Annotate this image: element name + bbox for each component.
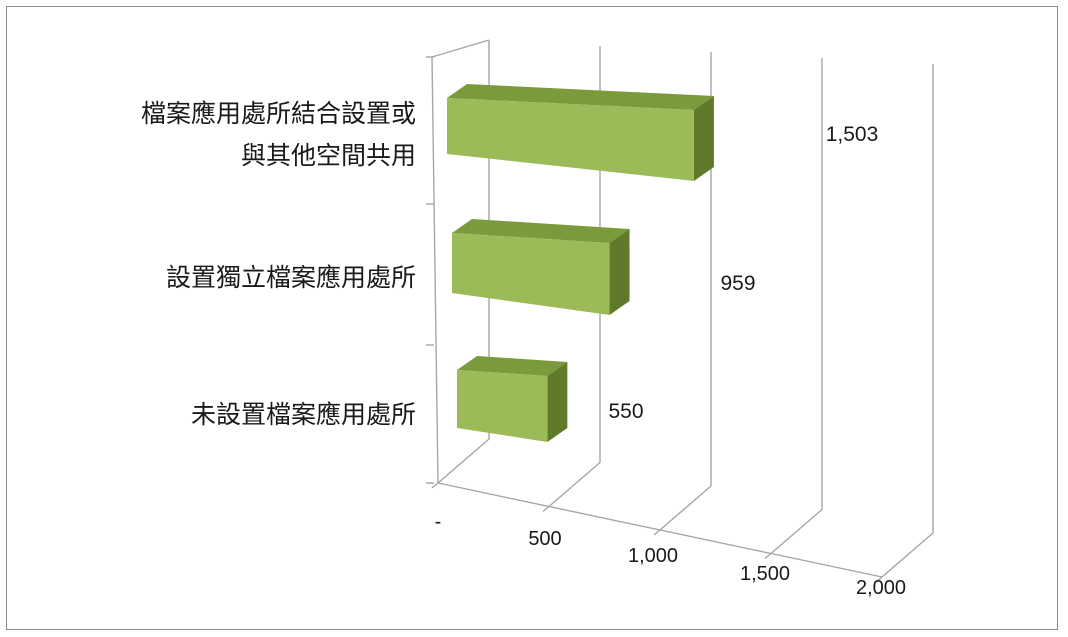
category-label: 與其他空間共用 bbox=[241, 141, 416, 170]
bar-end-face bbox=[693, 96, 714, 181]
category-axis bbox=[431, 56, 439, 484]
bar-top-face bbox=[447, 84, 714, 110]
side-wall-top bbox=[431, 39, 490, 58]
x-tick-label: 1,000 bbox=[628, 545, 678, 567]
value-tick bbox=[542, 505, 550, 513]
bar bbox=[452, 233, 610, 315]
value-tick bbox=[764, 552, 772, 560]
x-tick-label: 500 bbox=[528, 528, 561, 550]
data-label: 1,503 bbox=[826, 123, 879, 146]
floor-gridline bbox=[548, 461, 601, 508]
value-tick bbox=[431, 482, 439, 489]
floor-gridline bbox=[770, 508, 823, 555]
x-tick-label: 1,500 bbox=[740, 563, 790, 585]
x-tick-label: - bbox=[435, 511, 442, 533]
data-label: 550 bbox=[608, 400, 643, 423]
floor-gridline bbox=[437, 438, 490, 484]
data-label: 959 bbox=[720, 272, 755, 295]
category-label: 設置獨立檔案應用處所 bbox=[166, 263, 416, 292]
category-label: 未設置檔案應用處所 bbox=[191, 400, 416, 429]
bar-top-face bbox=[452, 219, 630, 243]
category-label: 檔案應用處所結合設置或 bbox=[141, 99, 416, 128]
bar-top-face bbox=[457, 356, 568, 376]
value-tick bbox=[875, 576, 883, 583]
bar-end-face bbox=[609, 229, 630, 315]
bar-end-face bbox=[547, 362, 568, 442]
floor-gridline bbox=[659, 485, 712, 531]
x-tick-label: 2,000 bbox=[856, 577, 906, 599]
bar bbox=[457, 370, 548, 442]
bar bbox=[447, 98, 694, 181]
value-tick bbox=[653, 529, 661, 536]
floor-gridline bbox=[881, 532, 934, 578]
